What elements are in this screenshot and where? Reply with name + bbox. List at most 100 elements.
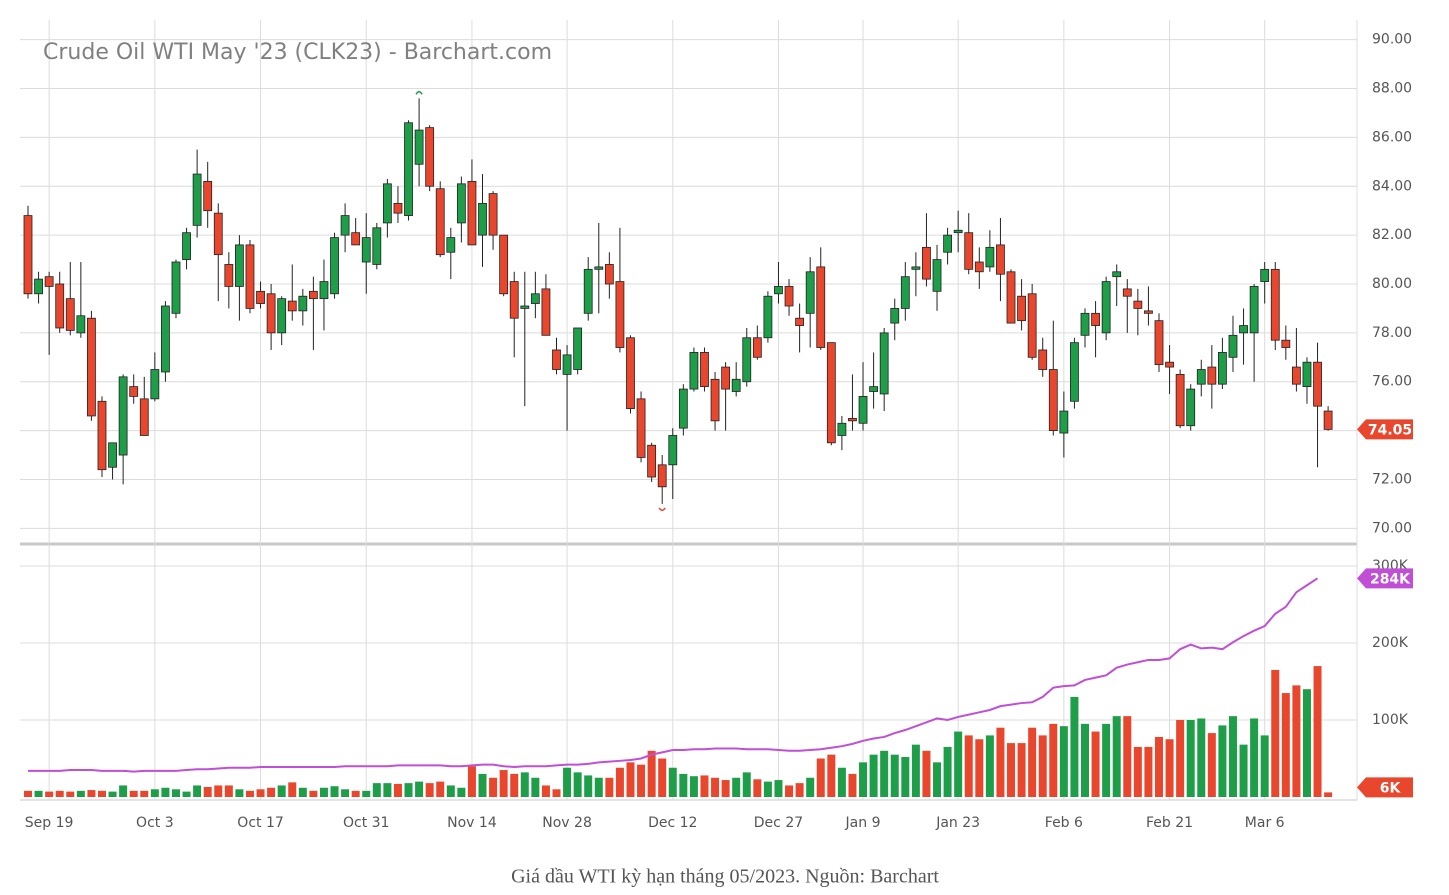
candle-body — [361, 237, 371, 263]
y-tick-label: 72.00 — [1372, 471, 1412, 487]
volume-bar — [1176, 720, 1185, 797]
y-tick-label: 90.00 — [1372, 32, 1412, 48]
x-tick-label: Jan 9 — [845, 815, 881, 831]
volume-bar — [1292, 685, 1301, 797]
volume-bar — [689, 776, 698, 797]
y-tick-label: 84.00 — [1372, 178, 1412, 194]
candle-body — [594, 266, 604, 270]
volume-bar — [563, 767, 572, 797]
candle-body — [277, 298, 287, 334]
candle-body — [573, 327, 583, 370]
volume-bar — [541, 785, 550, 797]
high-marker — [415, 91, 423, 95]
volume-bar — [404, 783, 413, 797]
volume-bar — [224, 785, 233, 797]
y-tick-label: 78.00 — [1372, 325, 1412, 341]
x-tick-label: Oct 31 — [343, 815, 389, 831]
candle-body — [393, 202, 403, 214]
volume-bar — [140, 790, 149, 797]
volume-bar — [171, 789, 180, 797]
close-badge-bg — [1357, 419, 1413, 440]
candle-body — [1122, 288, 1132, 297]
x-tick-label: Sep 19 — [25, 815, 74, 831]
candle-body — [1323, 410, 1333, 430]
volume-bar — [679, 773, 688, 797]
candle-body — [911, 266, 921, 270]
candle-body — [848, 417, 857, 422]
candle-body — [900, 276, 910, 309]
candle-body — [583, 268, 593, 314]
candle-body — [731, 378, 741, 392]
volume-bar — [1250, 718, 1259, 797]
volume-bar — [795, 783, 804, 797]
volume-bar — [1091, 731, 1100, 797]
candle-body — [763, 295, 773, 339]
y-tick-label: 80.00 — [1372, 276, 1412, 292]
candle-body — [351, 232, 361, 246]
volume-bar — [763, 781, 772, 797]
volume-bar — [742, 772, 751, 797]
candle-body — [129, 386, 139, 397]
candle-body — [87, 317, 96, 417]
candle-body — [1260, 268, 1270, 282]
volume-bar — [1313, 666, 1322, 797]
candle-body — [308, 290, 318, 300]
candle-body — [1218, 352, 1227, 385]
volume-bar — [457, 787, 466, 797]
candle-body — [182, 232, 191, 260]
volume-bar — [806, 777, 815, 797]
volume-bar — [1007, 743, 1016, 797]
volume-bar — [1239, 744, 1248, 797]
volume-bar — [1302, 689, 1311, 797]
x-tick-label: Dec 27 — [754, 815, 803, 831]
y2-tick-label: 100K — [1372, 712, 1409, 728]
volume-bar — [1271, 669, 1280, 797]
volume-bar — [351, 790, 360, 797]
volume-bar — [1260, 735, 1269, 797]
candle-body — [97, 400, 107, 471]
candle-body — [245, 244, 255, 309]
candle-body — [752, 337, 762, 358]
candle-body — [1154, 320, 1164, 366]
volume-bar — [1324, 792, 1333, 797]
candle-body — [1281, 339, 1291, 348]
candle-body — [44, 276, 54, 287]
volume-bar — [1133, 746, 1142, 797]
candle-body — [562, 354, 572, 375]
volume-bar — [584, 775, 593, 797]
volume-bar — [964, 735, 973, 797]
candle-body — [700, 352, 709, 388]
volume-bar — [1281, 693, 1290, 797]
candle-body — [879, 332, 889, 395]
x-tick-label: Jan 23 — [935, 815, 980, 831]
open-interest-line — [28, 577, 1319, 773]
volume-bar — [520, 772, 529, 797]
volume-bar — [1038, 735, 1047, 797]
candle-body — [604, 264, 614, 285]
volume-bar — [393, 783, 402, 797]
volume-bar — [954, 731, 963, 797]
volume-bar — [489, 777, 498, 797]
candle-body — [922, 246, 931, 280]
volume-bar — [108, 791, 117, 797]
volume-bar — [827, 754, 836, 797]
candle-body — [499, 234, 509, 295]
candle-body — [774, 286, 783, 295]
candle-body — [192, 173, 202, 226]
volume-bar — [721, 780, 730, 797]
candle-body — [1292, 366, 1301, 385]
candle-body — [488, 193, 498, 236]
volume-bar — [510, 773, 519, 797]
candle-body — [171, 261, 181, 314]
y-tick-label: 70.00 — [1372, 520, 1412, 536]
candle-body — [139, 398, 149, 436]
candle-body — [615, 281, 625, 348]
volume-bar — [922, 750, 931, 797]
volume-bar — [319, 787, 328, 797]
x-tick-label: Nov 14 — [447, 815, 497, 831]
candle-body — [446, 237, 456, 253]
volume-bar — [1112, 716, 1121, 797]
candle-body — [996, 244, 1005, 275]
volume-bar — [1123, 716, 1132, 797]
